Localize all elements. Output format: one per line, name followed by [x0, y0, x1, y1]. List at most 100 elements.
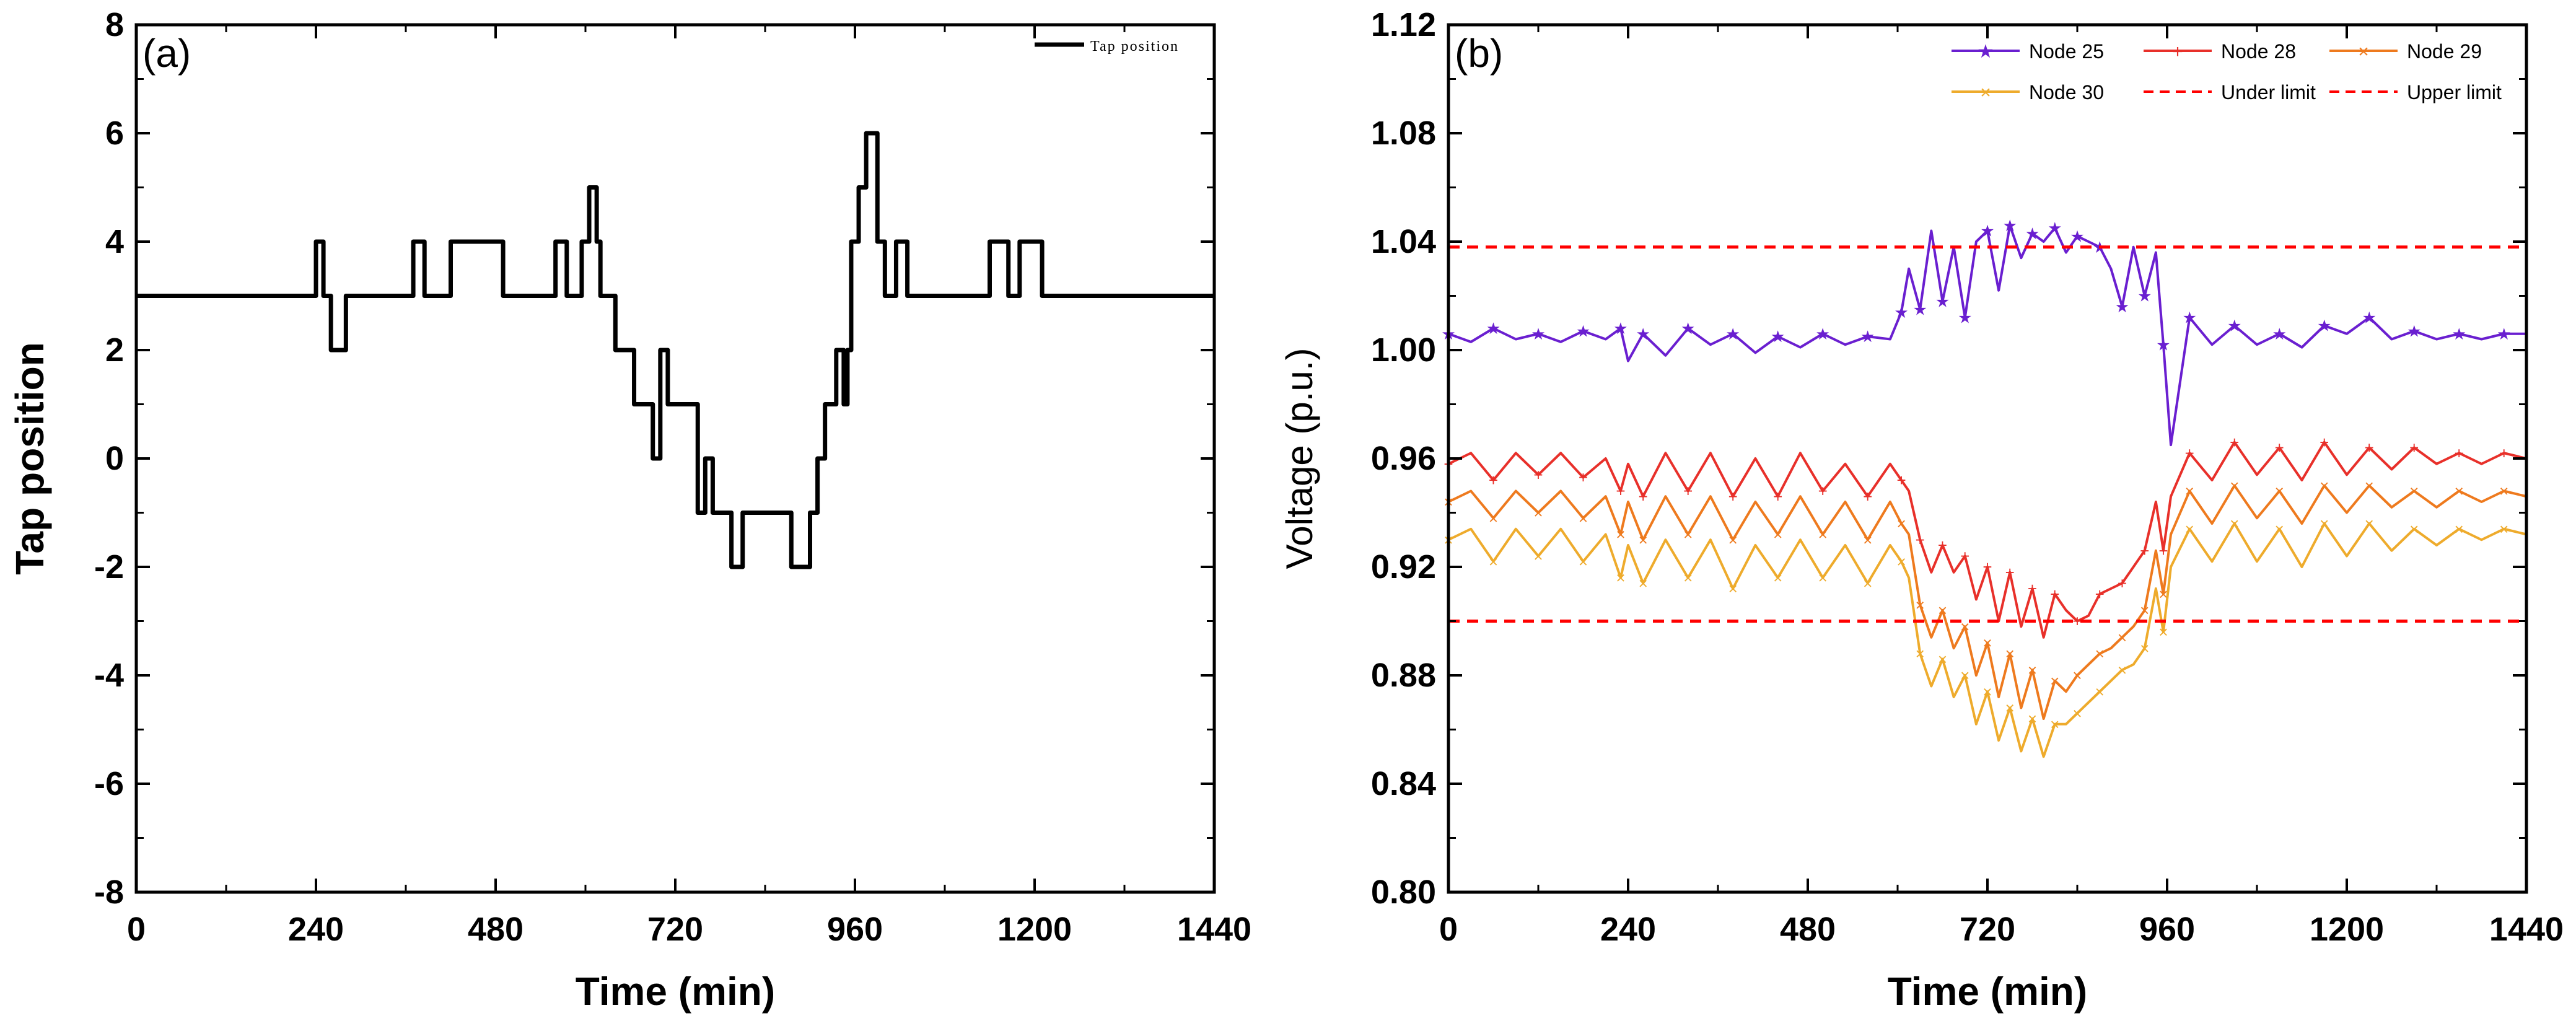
y-tick-label: 1.08 [1371, 115, 1436, 152]
marker-node-29: × [1489, 509, 1498, 527]
y-tick-label: 0.92 [1371, 548, 1436, 585]
panel-a-label: (a) [142, 31, 191, 76]
marker-node-25: ★ [2317, 317, 2331, 335]
marker-node-28: + [2028, 579, 2037, 598]
y-tick-label: 1.04 [1371, 223, 1436, 260]
marker-node-29: × [1639, 530, 1648, 549]
series-node-29 [1448, 484, 2527, 720]
marker-node-25: ★ [2025, 224, 2039, 243]
marker-node-25: ★ [2227, 317, 2241, 335]
marker-node-30: × [1579, 552, 1588, 571]
y-tick-label: -8 [94, 874, 124, 911]
panel-a-plot-lines [136, 131, 1214, 569]
y-tick-label: 1.00 [1371, 331, 1436, 369]
marker-node-30: × [1916, 644, 1925, 663]
marker-node-25: ★ [1816, 325, 1830, 343]
panel-a-x-axis-title: Time (min) [576, 969, 775, 1014]
marker-node-25: ★ [2156, 335, 2170, 354]
marker-node-25: ★ [1636, 325, 1650, 343]
marker-node-28: + [1916, 530, 1925, 549]
marker-node-29: × [1616, 525, 1625, 544]
marker-node-29: × [2005, 644, 2015, 663]
marker-node-28: + [1863, 487, 1872, 506]
marker-node-30: × [1728, 579, 1738, 598]
marker-node-28: + [1960, 547, 1969, 566]
marker-node-30: × [1489, 552, 1498, 571]
marker-node-28: + [1683, 482, 1693, 501]
legend-marker-node-25: ★ [1978, 42, 1994, 62]
marker-node-25: ★ [2362, 309, 2377, 327]
legend-label-upper-limit: Upper limit [2407, 81, 2502, 103]
marker-node-28: + [2320, 433, 2329, 452]
marker-node-25: ★ [2183, 309, 2197, 327]
marker-node-30: × [2158, 623, 2168, 641]
marker-node-25: ★ [2272, 325, 2287, 343]
x-tick-label: 240 [288, 911, 344, 948]
panel-b-y-axis-title: Voltage (p.u.) [1279, 348, 1320, 569]
marker-node-29: × [2118, 628, 2127, 647]
legend-marker-node-30: × [1980, 82, 1991, 103]
x-tick-label: 1440 [1177, 911, 1251, 948]
marker-node-25: ★ [1613, 319, 1628, 338]
marker-node-28: + [1616, 482, 1625, 501]
legend-label-tap-position: Tap position [1090, 38, 1179, 55]
panel-b-label: (b) [1455, 31, 1503, 76]
marker-node-28: + [1489, 471, 1498, 489]
y-tick-label: 0.96 [1371, 440, 1436, 477]
marker-node-29: × [2050, 672, 2059, 690]
marker-node-30: × [1938, 650, 1947, 669]
marker-node-29: × [2072, 666, 2082, 685]
marker-node-28: + [2140, 542, 2149, 560]
marker-node-28: + [1938, 536, 1947, 555]
x-tick-label: 960 [2139, 911, 2195, 948]
series-node-25 [1448, 224, 2526, 447]
x-tick-label: 0 [127, 911, 146, 948]
marker-node-30: × [2005, 699, 2015, 717]
marker-node-29: × [2158, 585, 2168, 603]
x-tick-label: 720 [1960, 911, 2015, 948]
panel-b-voltage: ★ ★ ★ ★ ★ ★ ★ ★ ★ ★ ★★ ★ ★★★ ★ ★ ★ ★★★★★★ ★ ★ ★ ★★ ★ ★++ + ++ + + +… [1279, 6, 2564, 1014]
marker-node-29: × [1533, 504, 1543, 522]
marker-node-28: + [2095, 585, 2105, 603]
marker-node-25: ★ [2407, 322, 2421, 340]
marker-node-25: ★ [1913, 300, 1927, 318]
series-tap-position [136, 131, 1214, 569]
panel-a-ticks: 0 240 480 720 960 1200 1440 -8 -6 -4 -2 0 2 4 6 8 [94, 6, 1251, 948]
marker-node-29: × [2230, 476, 2239, 495]
marker-node-29: × [2275, 482, 2284, 501]
marker-node-29: × [2095, 644, 2105, 663]
marker-node-28: + [2409, 439, 2419, 457]
y-tick-label: -6 [94, 765, 124, 802]
marker-node-30: × [2275, 520, 2284, 538]
marker-node-25: ★ [1980, 222, 1994, 240]
y-tick-label: 8 [105, 6, 124, 43]
marker-node-25: ★ [1894, 303, 1908, 322]
marker-node-28: + [2005, 563, 2015, 582]
marker-node-25: ★ [2115, 297, 2129, 316]
y-tick-label: 2 [105, 331, 124, 369]
marker-node-30: × [1616, 569, 1625, 587]
marker-node-30: × [2455, 520, 2464, 538]
marker-node-30: × [2028, 709, 2037, 728]
y-tick-label: -2 [94, 548, 124, 585]
marker-node-25: ★ [2048, 219, 2062, 237]
x-tick-label: 480 [1780, 911, 1836, 948]
panel-b-plot-lines: ★ ★ ★ ★ ★ ★ ★ ★ ★ ★ ★★ ★ ★★★ ★ ★ ★ ★★★★★★ ★ ★ ★ ★★ ★ ★++ + ++ + + +… [1441, 216, 2527, 758]
x-tick-label: 1200 [997, 911, 1072, 948]
marker-node-30: × [1818, 569, 1828, 587]
legend-label-under-limit: Under limit [2221, 81, 2316, 103]
marker-node-25: ★ [2452, 325, 2466, 343]
x-tick-label: 240 [1600, 911, 1656, 948]
marker-node-29: × [1938, 601, 1947, 620]
marker-node-28: + [1728, 487, 1738, 506]
marker-node-28: + [1896, 471, 1906, 489]
marker-node-28: + [2230, 433, 2239, 452]
marker-node-29: × [2409, 482, 2419, 501]
legend-marker-node-28: + [2172, 42, 2183, 62]
marker-node-25: ★ [1935, 292, 1950, 310]
marker-node-25: ★ [1576, 322, 1590, 340]
marker-node-28: + [2050, 585, 2059, 603]
marker-node-25: ★ [1860, 327, 1875, 346]
marker-node-29: × [2365, 476, 2374, 495]
y-tick-label: 0.80 [1371, 874, 1436, 911]
